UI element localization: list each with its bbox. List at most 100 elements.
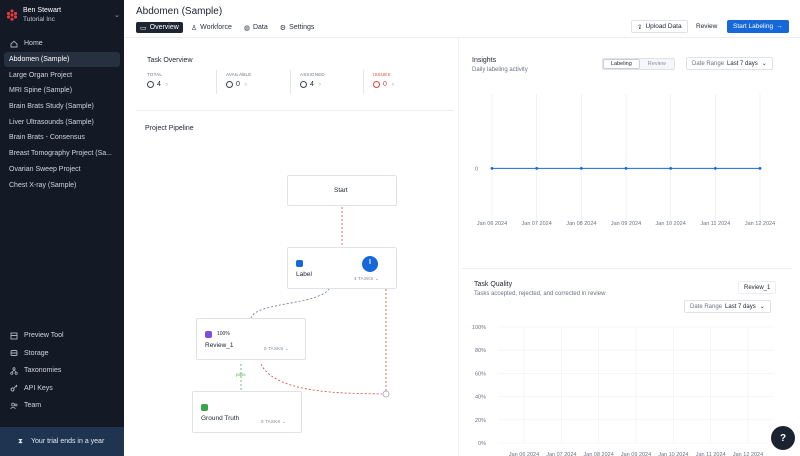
sidebar-item-project[interactable]: Abdomen (Sample) [4,51,120,68]
task-quality-title: Task Quality [474,281,513,288]
divider [216,70,217,94]
preview-icon [9,331,18,340]
tab-data[interactable]: ◍ Data [240,22,272,33]
tab-workforce[interactable]: ♙ Workforce [187,22,236,33]
project-nav: Home Abdomen (Sample) Large Organ Projec… [4,36,120,193]
chevron-down-icon: ⌄ [759,304,765,310]
quality-x-tick: Jan 11 2024 [696,452,726,456]
quality-y-tick: 80% [475,348,486,354]
sidebar-item-team[interactable]: Team [4,397,120,415]
merge-node [382,390,390,398]
quality-x-tick: Jan 12 2024 [733,452,763,456]
insights-chart: Jan 06 2024 Jan 07 2024 Jan 08 2024 Jan 09 … [475,94,775,227]
quality-x-tick: Jan 10 2024 [658,452,688,456]
toggle-review[interactable]: Review [639,59,674,69]
sidebar-item-project[interactable]: MRI Spine (Sample) [9,87,73,95]
trial-banner[interactable]: ⧗ Your trial ends in a year [0,427,124,456]
sidebar-item-label: API Keys [24,384,53,392]
tasks-count[interactable]: 4 TASKS ⌄ [354,276,379,281]
sidebar-item-project[interactable]: Chest X-ray (Sample) [9,181,77,189]
task-quality-panel: Task Quality Tasks accepted, rejected, a… [462,268,792,456]
home-icon [9,39,18,48]
start-labeling-button[interactable]: Start Labeling → [727,20,789,33]
chevron-right-icon: › [244,81,247,88]
org-name: Tutorial Inc [23,16,55,23]
stat-available[interactable]: AVAILABLE 0 › [226,72,251,94]
chevron-right-icon: › [318,81,321,88]
pass-label: pass [236,372,246,377]
upload-icon: ⇪ [637,23,643,31]
stat-label: AVAILABLE [226,72,252,77]
project-tabs: ▭ Overview ♙ Workforce ◍ Data ⚙ Settings [136,22,322,33]
pipeline-node-label[interactable]: Label 4 TASKS ⌄ [287,247,397,289]
sidebar-item-project[interactable]: Brain Brats - Consensus [9,134,85,142]
org-user-name: Ben Stewart [23,7,62,14]
stat-issues[interactable]: ISSUES 0 › [373,72,394,94]
date-range-select[interactable]: Date Range Last 7 days ⌄ [686,57,773,70]
sidebar-item-storage[interactable]: Storage [4,345,120,363]
chevron-down-icon: ⌄ [761,61,767,67]
tab-overview[interactable]: ▭ Overview [136,22,183,33]
stage-select[interactable]: Review_1 [738,281,777,294]
insights-x-tick: Jan 07 2024 [522,221,552,227]
gear-icon: ⚙ [279,24,287,32]
taxonomy-icon [9,366,18,375]
insights-x-tick: Jan 12 2024 [745,221,775,227]
stat-value: 4 [157,81,161,88]
review-button[interactable]: Review [690,20,724,33]
progress-ring-icon [362,256,378,272]
sidebar-item-taxonomies[interactable]: Taxonomies [4,362,120,380]
date-range-select[interactable]: Date Range Last 7 days ⌄ [684,300,771,313]
insights-point [579,167,583,170]
date-range-label: Date Range [692,60,725,67]
sidebar-item-project[interactable]: Ovarian Sweep Project [9,165,81,173]
toggle-labeling[interactable]: Labeling [603,59,640,69]
quality-x-tick: Jan 09 2024 [621,452,651,456]
insights-x-tick: Jan 06 2024 [477,221,507,227]
tab-label: Overview [149,24,179,31]
upload-data-button[interactable]: ⇪ Upload Data [631,20,688,33]
tab-label: Settings [289,24,315,31]
chevron-right-icon: › [165,81,168,88]
sidebar-item-preview-tool[interactable]: Preview Tool [4,327,120,345]
insights-panel: Insights Daily labeling activity Labelin… [462,50,792,258]
check-circle-icon [226,81,233,88]
sidebar-item-project[interactable]: Large Organ Project [9,71,73,79]
column-divider [458,38,459,456]
connector-review-reject [260,363,383,395]
overview-icon: ▭ [140,24,147,32]
pipeline-node-review[interactable]: 100% Review_1 0 TASKS ⌄ [196,318,306,360]
upload-label: Upload Data [645,23,682,30]
sidebar-item-api-keys[interactable]: API Keys [4,380,120,398]
quality-y-tick: 100% [472,325,486,331]
pipeline-node-ground-truth[interactable]: Ground Truth 0 TASKS ⌄ [192,391,302,433]
arrow-right-icon: → [776,23,783,30]
sidebar-item-project[interactable]: Brain Brats Study (Sample) [9,103,94,111]
pipeline-node-start[interactable]: Start [287,175,397,206]
stat-total[interactable]: TOTAL 4 › [147,72,168,94]
insights-x-tick: Jan 10 2024 [656,221,686,227]
org-switcher[interactable]: Ben Stewart Tutorial Inc ⌄ [6,5,120,25]
tasks-count[interactable]: 0 TASKS ⌄ [264,346,289,351]
stat-assigned[interactable]: ASSIGNED 4 › [300,72,325,94]
insights-subtitle: Daily labeling activity [472,67,528,73]
insights-x-tick: Jan 08 2024 [566,221,596,227]
task-overview-panel: Task Overview TOTAL 4 › AVAILABLE 0 › ASSI… [136,50,454,100]
tab-label: Data [252,24,268,31]
quality-chart: 0% 20% 40% 60% 80% 100% Jan 06 2024 Jan 07 2024… [472,325,774,456]
quality-y-tick: 40% [475,395,486,401]
tab-settings[interactable]: ⚙ Settings [276,22,319,33]
alert-circle-icon [373,81,380,88]
sidebar-item-home[interactable]: Home [4,36,120,52]
storage-icon [9,349,18,358]
project-pipeline-panel: Project Pipeline Start Label 4 TASKS ⌄ 1… [136,110,454,456]
node-label: Ground Truth [201,415,240,422]
sidebar-item-project[interactable]: Breast Tomography Project (Sa... [9,150,112,158]
insights-point [713,167,717,170]
insights-point [624,167,628,170]
tasks-count[interactable]: 0 TASKS ⌄ [261,419,286,424]
sidebar-item-project[interactable]: Liver Ultrasounds (Sample) [9,118,94,126]
trial-text: Your trial ends in a year [31,438,105,445]
tab-label: Workforce [200,24,232,31]
help-button[interactable]: ? [771,426,795,450]
